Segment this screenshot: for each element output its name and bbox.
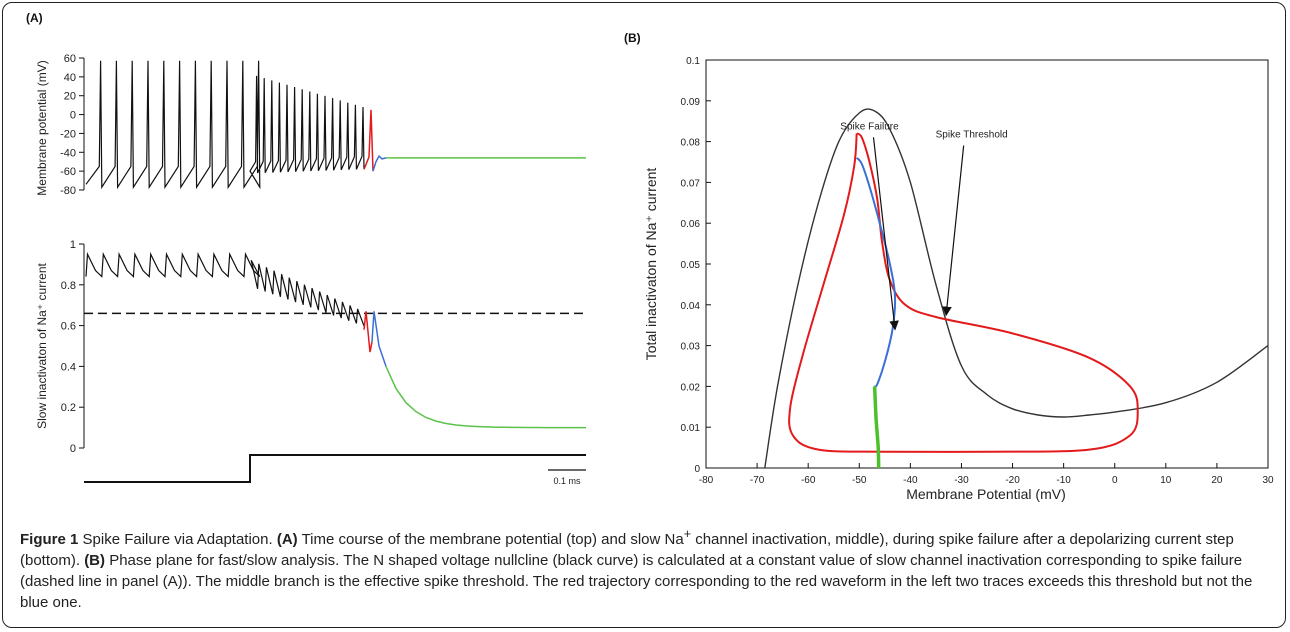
- panel-a-label: (A): [26, 11, 43, 25]
- b-ytick-label: 0: [694, 464, 700, 475]
- a-top-blue-trace: [372, 154, 387, 172]
- b-ytick-label: 0.02: [681, 382, 701, 393]
- panel-a-top: 60 40 20 0 -20 -40 -60 -80 Membrane potential (…: [35, 53, 586, 197]
- a-mid-ylabel: Slow inactivaton of Na⁺ current: [35, 262, 49, 428]
- b-xtick-label: -60: [801, 475, 816, 486]
- a-mid-blue-trace: [371, 311, 387, 367]
- b-arrow-spike-threshold: [942, 145, 965, 317]
- a-top-ytick-label: -60: [60, 166, 76, 178]
- b-xlabel: Membrane Potential (mV): [906, 486, 1066, 502]
- b-xtick-label: -20: [1005, 475, 1020, 486]
- b-green-trajectory: [872, 386, 881, 469]
- caption-sup-plus: +: [683, 527, 692, 541]
- b-ytick-label: 0.09: [681, 97, 701, 108]
- b-xtick-label: -80: [699, 475, 714, 486]
- a-mid-ytick-label: 0.8: [61, 280, 76, 292]
- b-xtick-label: 30: [1262, 475, 1274, 486]
- b-xtick-label: -10: [1056, 475, 1071, 486]
- b-ytick-label: 0.03: [681, 342, 701, 353]
- caption-a-text-1: Time course of the membrane potential (t…: [301, 531, 684, 548]
- b-annotation-spike-threshold: Spike Threshold: [936, 130, 1008, 141]
- b-xtick-label: 10: [1160, 475, 1172, 486]
- b-ytick-label: 0.05: [681, 260, 701, 271]
- a-mid-ytick-label: 0.6: [61, 321, 76, 333]
- panel-b-label: (B): [624, 31, 641, 45]
- a-top-ylabel: Membrane potential (mV): [35, 60, 49, 195]
- figure-svg: (A) (B) 60 40 20 0 -20 -40 -60 -80 Membrane pot…: [26, 11, 1274, 502]
- a-mid-ytick-label: 0: [70, 443, 76, 455]
- a-mid-green-trace: [385, 366, 586, 429]
- panel-a-bottom: 0.1 ms: [84, 454, 586, 486]
- panel-a-middle: 1 0.8 0.6 0.4 0.2 0 Slow inactivaton of Na⁺ c…: [35, 239, 586, 455]
- b-ytick-label: 0.06: [681, 219, 701, 230]
- a-top-ytick-label: 60: [64, 53, 76, 65]
- b-xtick-label: -30: [954, 475, 969, 486]
- a-top-red-trace: [363, 109, 374, 172]
- b-ylabel: Total inactivaton of Na⁺ current: [643, 168, 659, 361]
- a-bottom-scalebar-label: 0.1 ms: [553, 476, 581, 486]
- caption-figure-label: Figure 1: [20, 531, 79, 548]
- caption-a-ref: (A): [276, 531, 298, 548]
- b-ytick-label: 0.04: [681, 301, 701, 312]
- b-xtick-label: 0: [1112, 475, 1118, 486]
- b-red-trajectory: [788, 132, 1139, 453]
- a-top-ytick-label: 40: [64, 72, 76, 84]
- b-arrow-spike-failure: [872, 137, 899, 331]
- a-mid-red-trace: [363, 311, 373, 353]
- b-nullcline-black: [764, 108, 1269, 469]
- a-top-black-trace: [85, 60, 365, 190]
- panel-b: -80 -70 -60 -50 -40 -30 -20 -10 0 10 20 30 0 0.01 0.02…: [643, 56, 1274, 502]
- a-mid-black-trace: [85, 251, 365, 327]
- a-mid-ytick-label: 1: [70, 239, 76, 251]
- a-mid-ytick-label: 0.2: [61, 402, 76, 414]
- caption-title: Spike Failure via Adaptation.: [82, 531, 273, 548]
- a-mid-ytick-label: 0.4: [61, 361, 76, 373]
- b-ytick-label: 0.01: [681, 423, 701, 434]
- a-top-ytick-label: -80: [60, 185, 76, 197]
- caption-b-text: Phase plane for fast/slow analysis. The …: [20, 552, 1253, 611]
- b-ytick-label: 0.1: [686, 56, 700, 67]
- a-top-ytick-label: -20: [60, 128, 76, 140]
- figure-caption: Figure 1 Spike Failure via Adaptation. (…: [20, 524, 1270, 613]
- b-ytick-label: 0.08: [681, 138, 701, 149]
- b-xtick-label: -70: [750, 475, 765, 486]
- caption-a-text-2: channel inactivation, middle), during sp…: [20, 531, 1234, 569]
- a-bottom-current-step: [84, 454, 586, 483]
- a-top-ytick-label: 20: [64, 91, 76, 103]
- b-xtick-label: 20: [1211, 475, 1223, 486]
- b-ytick-label: 0.07: [681, 178, 701, 189]
- a-top-ytick-label: -40: [60, 147, 76, 159]
- b-annotation-spike-failure: Spike Failure: [840, 121, 899, 132]
- b-xtick-label: -40: [903, 475, 918, 486]
- caption-b-ref: (B): [84, 552, 106, 569]
- b-blue-trajectory: [855, 157, 897, 388]
- a-top-ytick-label: 0: [70, 110, 76, 122]
- b-xtick-label: -50: [852, 475, 867, 486]
